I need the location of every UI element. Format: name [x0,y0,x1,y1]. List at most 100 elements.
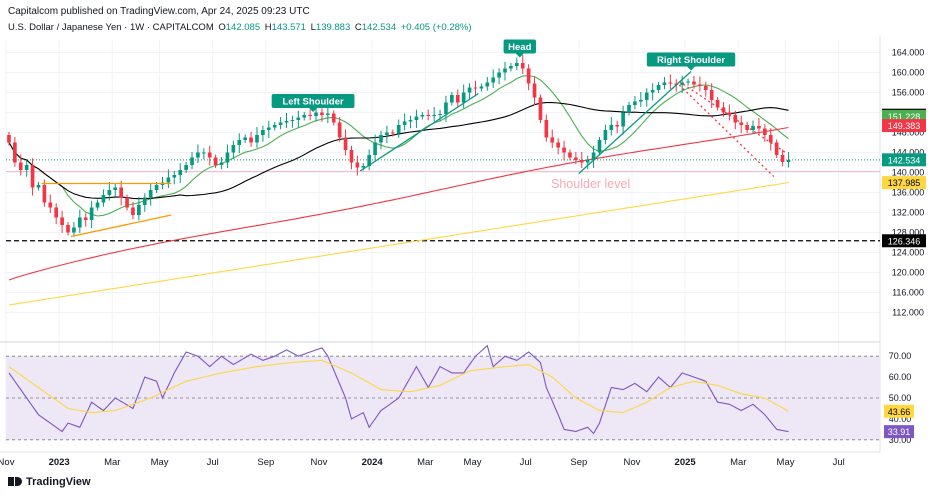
x-tick-label: Jul [833,457,845,468]
candle-body [526,68,531,84]
y-tick-label: 148.000 [892,128,925,138]
candle-body [550,137,555,143]
candle-body [739,122,744,125]
candle-body [514,63,519,66]
candle-body [597,140,602,153]
rsi-ma-line [8,359,789,414]
publisher-line: Capitalcom published on TradingView.com,… [8,6,310,17]
x-tick-label: Nov [311,457,328,468]
candle-body [609,125,614,130]
x-tick-label: Mar [104,457,120,468]
candle-body [650,90,655,93]
open-value: O142.085 [218,22,261,33]
candle-body [780,155,785,162]
candle-body [585,160,590,163]
candle-body [692,81,696,85]
candle-body [331,113,336,123]
candle-body [18,162,23,170]
rsi-badge-bg [884,404,914,418]
candle-body [326,113,330,115]
candle-body [786,160,791,162]
y-tick-label: 164.000 [892,48,925,58]
x-tick-label: May [777,457,795,468]
candle-body [473,87,478,89]
candle-body [119,187,123,198]
candle-body [603,130,608,140]
pattern-trendline [678,80,786,154]
candle-body [219,162,224,165]
candle-body [579,160,584,163]
candle-body [420,115,425,117]
price-badge: 151.228 [888,112,921,122]
pattern-label-pointer [687,66,696,71]
candle-body [36,185,41,188]
pattern-label-bg [503,39,536,54]
candle-body [142,197,147,205]
y-tick-label: 120.000 [892,268,925,278]
price-badge: 137.985 [888,178,921,188]
candle-body [131,207,135,215]
shoulder-level-label: Shoulder level [551,177,630,191]
candle-body [320,112,324,115]
tradingview-footer[interactable]: TradingView [8,476,91,494]
candle-body [467,87,472,93]
candle-body [444,102,448,114]
candle-body [207,152,212,158]
candle-body [137,205,141,215]
candle-body [48,202,53,208]
x-tick-label: Mar [730,457,746,468]
candle-body [686,81,690,83]
candle-body [190,157,194,165]
symbol-ohlc-line: U.S. Dollar / Japanese Yen · 1W · CAPITA… [8,22,472,33]
y-tick-label: 140.000 [892,168,925,178]
y-tick-label: 132.000 [892,208,925,218]
candle-body [72,227,76,233]
candle-body [284,121,289,123]
candle-body [662,82,667,85]
candle-body [408,120,413,122]
candle-body [396,125,401,134]
candle-body [733,115,738,123]
candle-body [148,190,153,198]
candle-body [24,165,29,170]
x-tick-label: Nov [0,457,15,468]
candle-body [261,130,265,135]
brand-label: TradingView [26,476,91,488]
candle-body [491,77,496,83]
candle-body [414,116,419,120]
candle-body [455,95,460,103]
candle-body [42,185,47,203]
candle-body [656,85,661,90]
candle-body [154,185,159,190]
y-tick-label: 124.000 [892,248,925,258]
candle-body [385,132,389,135]
candle-body [703,86,708,90]
change-value: +0.405 (+0.28%) [400,22,472,33]
candle-body [709,90,714,100]
candle-body [426,115,431,116]
candle-body [373,142,377,155]
candle-body [627,105,631,113]
price-badge: 149.383 [888,121,921,131]
rsi-tick-label: 30.00 [889,435,912,445]
candle-body [66,225,70,233]
pattern-label-bg [271,94,355,108]
y-tick-label: 136.000 [892,188,925,198]
high-value: H143.571 [264,22,306,33]
candle-body [461,92,466,103]
candle-body [633,101,637,105]
symbol-name: U.S. Dollar / Japanese Yen · 1W · CAPITA… [8,22,214,33]
x-tick-label: Mar [417,457,433,468]
rsi-line [8,344,789,435]
rsi-tick-label: 40.00 [889,414,912,424]
candle-body [562,147,566,153]
candle-body [314,112,318,116]
rsi-tick-label: 70.00 [889,351,912,361]
candle-body [290,120,295,121]
x-tick-label: Sep [570,457,587,468]
chart-canvas[interactable]: 112.000 116.000 120.000 124.000 128.000 132.0… [0,0,936,476]
candle-body [556,142,560,148]
candle-body [77,217,82,228]
candle-body [178,170,183,175]
candle-body [379,135,383,143]
